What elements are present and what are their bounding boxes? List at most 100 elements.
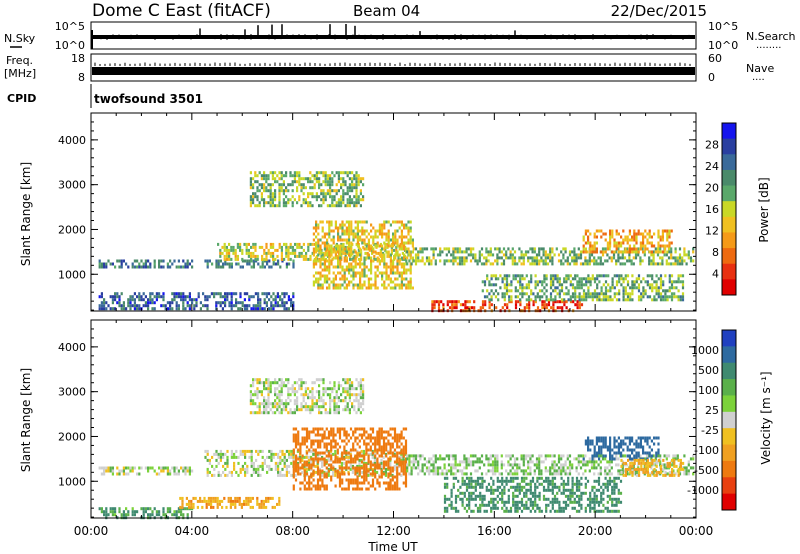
power-echo-cell (544, 253, 547, 257)
power-echo-cell (311, 186, 314, 190)
power-echo-cell (541, 280, 544, 284)
power-echo-cell (595, 235, 598, 239)
velocity-echo-cell (207, 496, 210, 500)
power-echo-cell (350, 241, 353, 245)
velocity-echo-cell (177, 469, 180, 473)
velocity-echo-cell (263, 399, 266, 403)
power-echo-cell (657, 277, 660, 281)
velocity-echo-cell (244, 461, 247, 465)
power-echo-cell (346, 192, 349, 196)
power-echo-cell (676, 259, 679, 263)
power-echo-cell (606, 247, 609, 251)
power-echo-cell (527, 283, 531, 287)
velocity-echo-cell (184, 466, 187, 470)
power-echo-cell (481, 280, 484, 284)
power-echo-cell (465, 259, 468, 263)
power-echo-cell (613, 274, 616, 278)
velocity-echo-cell (428, 469, 431, 473)
power-echo-cell (365, 244, 368, 248)
power-echo-cell (423, 262, 426, 266)
power-echo-cell (457, 300, 460, 304)
power-echo-cell (317, 271, 320, 275)
velocity-echo-cell (404, 466, 408, 470)
power-echo-cell (337, 198, 340, 202)
power-echo-cell (359, 253, 362, 257)
velocity-echo-cell (218, 499, 221, 503)
velocity-echo-cell (335, 405, 338, 409)
power-echo-cell (322, 192, 325, 196)
velocity-echo-cell (369, 439, 372, 443)
power-echo-cell (337, 229, 340, 233)
velocity-echo-cell (382, 439, 386, 443)
velocity-echo-cell (326, 411, 329, 415)
velocity-echo-cell (138, 466, 141, 470)
velocity-echo-cell (396, 433, 399, 437)
power-echo-cell (279, 265, 282, 269)
power-echo-cell (169, 259, 172, 263)
power-echo-cell (541, 295, 544, 299)
power-echo-cell (252, 201, 255, 205)
velocity-echo-cell (356, 454, 359, 458)
power-echo-cell (103, 307, 106, 311)
velocity-echo-cell (136, 510, 139, 514)
velocity-echo-cell (400, 451, 403, 455)
power-echo-cell (608, 247, 611, 251)
power-echo-cell (535, 259, 539, 263)
velocity-echo-cell (343, 461, 346, 465)
power-echo-cell (506, 306, 509, 310)
nsky-tick-top: 10^5 (55, 20, 85, 33)
velocity-echo-cell (133, 513, 136, 517)
power-echo-cell (337, 238, 340, 242)
power-echo-cell (584, 247, 587, 251)
velocity-echo-cell (354, 478, 357, 482)
velocity-echo-cell (257, 470, 260, 474)
power-echo-cell (204, 259, 207, 263)
power-echo-cell (414, 247, 418, 251)
power-echo-cell (215, 301, 218, 305)
velocity-echo-cell (330, 445, 333, 449)
velocity-echo-cell (300, 387, 303, 391)
power-echo-cell (611, 277, 614, 281)
power-echo-cell (107, 304, 110, 308)
power-echo-cell (644, 289, 647, 293)
power-echo-cell (281, 298, 284, 302)
velocity-echo-cell (423, 457, 426, 461)
velocity-echo-cell (355, 393, 358, 397)
power-echo-cell (607, 298, 610, 302)
power-echo-cell (393, 257, 396, 261)
velocity-echo-cell (213, 452, 216, 456)
power-echo-cell (673, 292, 676, 296)
velocity-echo-cell (360, 449, 363, 453)
power-echo-cell (378, 232, 381, 236)
velocity-echo-cell (207, 499, 210, 503)
power-echo-cell (321, 286, 324, 290)
power-echo-cell (490, 303, 493, 307)
power-echo-cell (509, 250, 512, 254)
velocity-echo-cell (299, 481, 302, 485)
power-echo-cell (278, 171, 281, 175)
power-echo-cell (400, 274, 403, 278)
power-echo-cell (326, 268, 329, 272)
power-echo-cell (246, 307, 249, 311)
power-echo-cell (184, 262, 187, 266)
power-echo-cell (136, 307, 139, 311)
power-echo-cell (633, 280, 636, 284)
velocity-echo-cell (297, 469, 300, 473)
power-echo-cell (534, 274, 537, 278)
power-echo-cell (370, 223, 373, 227)
velocity-echo-cell (281, 467, 284, 471)
velocity-echo-cell (301, 442, 304, 446)
power-echo-cell (374, 286, 377, 290)
power-echo-cell (302, 177, 305, 181)
velocity-echo-cell (308, 463, 311, 467)
power-echo-cell (335, 189, 338, 193)
power-echo-cell (600, 292, 603, 296)
power-echo-cell (342, 201, 345, 205)
velocity-echo-cell (389, 487, 392, 491)
velocity-echo-cell (285, 378, 288, 382)
power-echo-cell (345, 286, 348, 290)
velocity-echo-cell (298, 384, 301, 388)
power-echo-cell (153, 259, 156, 263)
power-echo-cell (346, 189, 349, 193)
velocity-echo-cell (305, 445, 309, 449)
